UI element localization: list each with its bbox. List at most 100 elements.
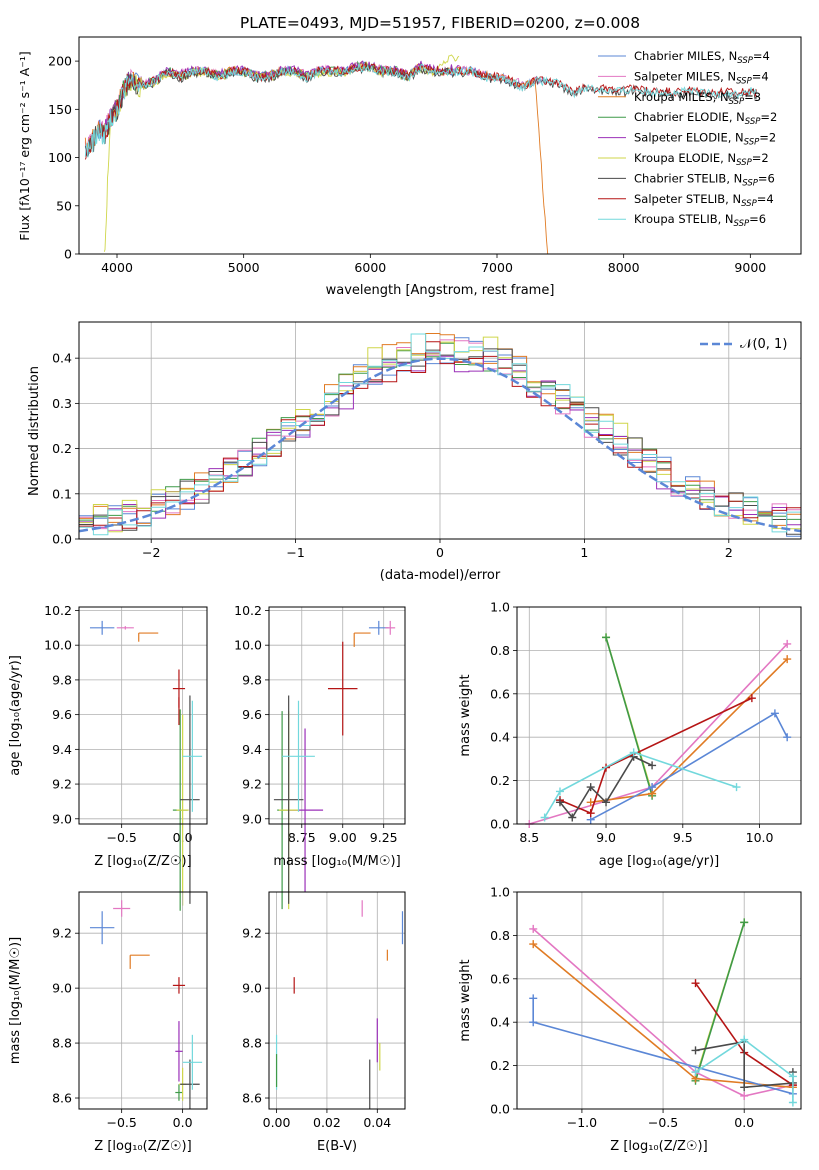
legend-label: Salpeter MILES, NSSP=4 [634, 69, 769, 86]
ytick-label: 0.2 [52, 441, 72, 456]
weight-marker [586, 809, 595, 818]
ytick-label: 9.6 [242, 707, 262, 722]
axes-frame [516, 891, 802, 1110]
ticks-6: 0.00 0.02 0.04 8.6 8.8 9.0 9.2 [242, 926, 391, 1130]
legend-label: Salpeter STELIB, NSSP=4 [634, 192, 774, 209]
normal-distribution-curve [78, 357, 802, 533]
ytick-label: 0.2 [490, 773, 510, 788]
spectrum-series [84, 54, 758, 254]
legend-label: Kroupa MILES, NSSP=3 [634, 90, 761, 107]
xtick-label: 9.25 [370, 830, 398, 845]
ticks-4: 8.5 9.0 9.5 10.0 0.0 0.2 0.4 0.6 0.8 1.0 [490, 600, 773, 846]
ytick-label: 9.8 [52, 672, 72, 687]
weight-marker [740, 1035, 749, 1044]
errorbar-point-kroupa-miles [138, 632, 159, 642]
weight-marker [740, 1083, 749, 1092]
marks-age-weight [525, 633, 792, 828]
errorbar-point-chabrier-stelib [180, 1059, 200, 1109]
xtick-label: 0.0 [173, 1115, 193, 1130]
errorbar-point-salpeter-elodie [175, 1021, 183, 1082]
marks-z-weight [529, 918, 797, 1107]
ytick-label: 0.0 [490, 817, 510, 832]
legend-label: Chabrier ELODIE, NSSP=2 [634, 110, 777, 127]
ytick-label: 0.2 [490, 1058, 510, 1073]
weight-marker [783, 655, 792, 664]
weight-marker [783, 733, 792, 742]
xtick-label: −0.5 [106, 830, 136, 845]
ytick-label: 9.6 [52, 707, 72, 722]
weight-marker [691, 1046, 700, 1055]
xlabel-age-weight: age [log₁₀(age/yr)] [599, 854, 720, 869]
xtick-label: 9000 [734, 260, 766, 275]
ytick-label: 10.2 [234, 603, 262, 618]
xtick-label: 1 [580, 545, 588, 560]
ytick-label: 0.3 [52, 396, 72, 411]
spectrum-ylabel: Flux [fλ10⁻¹⁷ erg cm⁻² s⁻¹ A⁻¹] [17, 51, 32, 240]
weight-marker [783, 639, 792, 648]
panel-mass-age: 8.75 9.00 9.25 9.0 9.2 9.4 9.6 9.8 10.0 10.2 mass … [234, 603, 406, 910]
weight-line-kroupa-stelib [695, 1038, 794, 1103]
histogram-kroupa-stelib [78, 333, 801, 539]
legend-label: Kroupa ELODIE, NSSP=2 [634, 151, 769, 168]
xtick-label: 8.5 [519, 830, 539, 845]
ytick-label: 9.2 [242, 926, 262, 941]
weight-marker [529, 994, 538, 1003]
xtick-label: 5000 [228, 260, 260, 275]
ticks-3: 8.75 9.00 9.25 9.0 9.2 9.4 9.6 9.8 10.0 10.2 [234, 603, 397, 845]
ytick-label: 100 [48, 150, 72, 165]
weight-marker [602, 798, 611, 807]
axes-frame [516, 606, 802, 825]
ytick-label: 10.0 [44, 638, 72, 653]
errorbar-point-kroupa-stelib [182, 1034, 203, 1090]
ytick-label: 9.2 [52, 926, 72, 941]
errorbar-point-salpeter-miles [113, 900, 131, 917]
residuals-xlabel: (data-model)/error [380, 568, 501, 583]
errorbar-point-chabrier-miles [89, 620, 115, 635]
legend-label: Chabrier MILES, NSSP=4 [634, 49, 770, 66]
marks-z-age [89, 620, 203, 911]
ytick-label: 8.6 [52, 1091, 72, 1106]
xlabel-mass-age: mass [log₁₀(M/M☉)] [273, 854, 400, 869]
ytick-label: 0.4 [490, 1015, 510, 1030]
axes-frame [78, 891, 208, 1110]
ytick-label: 0.6 [490, 686, 510, 701]
grid-3 [269, 607, 405, 824]
xtick-label: −1.0 [567, 1115, 597, 1130]
errorbar-point-kroupa-elodie [176, 714, 189, 906]
weight-marker [740, 918, 749, 927]
xtick-label: 9.00 [329, 830, 357, 845]
axes-frame [268, 606, 406, 825]
errorbar-point-salpeter-miles [385, 620, 396, 635]
errorbar-point-kroupa-miles [353, 632, 371, 647]
errorbar-point-salpeter-miles [116, 626, 134, 630]
ytick-label: 0.4 [490, 730, 510, 745]
xtick-label: 6000 [354, 260, 386, 275]
panel-z-age: −0.5 0.09.09.29.49.69.810.010.2Z [log₁₀(Z… [8, 603, 208, 911]
weight-line-chabrier-elodie [605, 637, 653, 797]
xtick-label: −0.5 [106, 1115, 136, 1130]
ytick-label: 8.8 [242, 1036, 262, 1051]
ytick-label: 0.0 [52, 532, 72, 547]
grid-6 [269, 892, 405, 1109]
ytick-label: 8.8 [52, 1036, 72, 1051]
weight-marker [529, 1018, 538, 1027]
ytick-label: 9.0 [52, 811, 72, 826]
residuals-ylabel: Normed distribution [27, 366, 42, 496]
xtick-label: 10.0 [746, 830, 774, 845]
panel-z-mass: −0.5 0.0 8.6 8.8 9.0 9.2 Z [log₁₀(Z/Z☉)] mass [… [8, 891, 208, 1154]
ytick-label: 0.8 [490, 643, 510, 658]
xtick-label: 8000 [608, 260, 640, 275]
ytick-label: 0.6 [490, 971, 510, 986]
xtick-label: 2 [725, 545, 733, 560]
xlabel-z-weight: Z [log₁₀(Z/Z☉)] [610, 1139, 707, 1154]
errorbar-point-salpeter-stelib [327, 641, 358, 736]
residuals-panel: −2 −1 0 1 2 0.0 0.1 0.2 0.3 0.4 (data-model)/erro… [27, 321, 802, 583]
ytick-label: 1.0 [490, 885, 510, 900]
legend-label: Salpeter ELODIE, NSSP=2 [634, 131, 776, 148]
panel-ebv-mass: 0.00 0.02 0.04 8.6 8.8 9.0 9.2 E(B-V) [242, 891, 406, 1154]
xtick-label: −2 [142, 545, 160, 560]
ylabel-z-weight: mass weight [458, 959, 473, 1041]
xtick-label: −0.5 [648, 1115, 678, 1130]
ytick-label: 9.4 [52, 742, 72, 757]
weight-marker [788, 1072, 797, 1081]
